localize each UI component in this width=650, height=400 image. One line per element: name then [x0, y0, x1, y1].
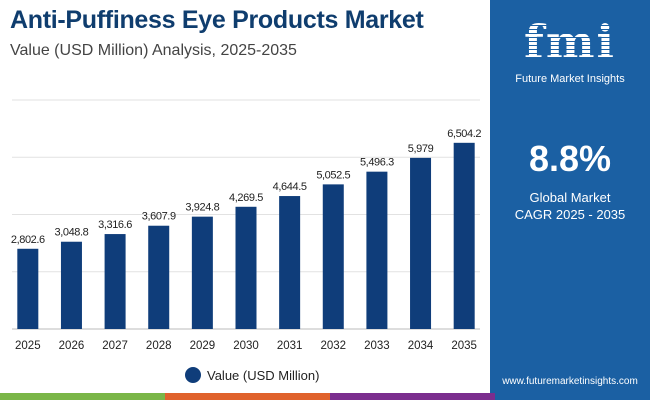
- x-tick-label: 2025: [15, 340, 41, 352]
- bar: [104, 234, 126, 329]
- data-label: 6,504.2: [447, 128, 481, 140]
- strip-blue: [495, 393, 650, 400]
- side-panel: fmi Future Market Insights 8.8% Global M…: [490, 0, 650, 393]
- cagr-value: 8.8%: [528, 138, 612, 179]
- x-tick-label: 2030: [233, 340, 259, 352]
- page-title: Anti-Puffiness Eye Products Market: [10, 6, 424, 34]
- data-label: 2,802.6: [11, 234, 45, 246]
- legend: Value (USD Million): [185, 367, 319, 383]
- cagr-label-line1: Global Market: [529, 190, 611, 205]
- website-link[interactable]: www.futuremarketinsights.com: [502, 376, 638, 387]
- data-label: 4,644.5: [273, 181, 307, 193]
- bar: [279, 196, 301, 329]
- bar-chart: 2,802.6 2025 3,048.8 2026 3,316.6 2027 3,607.9…: [11, 99, 482, 352]
- data-label: 5,979: [408, 143, 434, 155]
- x-tick-label: 2034: [408, 340, 434, 352]
- data-label: 5,496.3: [360, 157, 394, 169]
- data-label: 5,052.5: [316, 169, 350, 181]
- fmi-logo: fmi Future Market Insights: [490, 6, 650, 86]
- bar: [191, 216, 213, 329]
- x-tick-label: 2026: [59, 340, 85, 352]
- logo-mark: fmi: [490, 14, 650, 70]
- cagr-label-line2: CAGR 2025 - 2035: [514, 207, 626, 222]
- x-tick-label: 2032: [320, 340, 346, 352]
- bar: [148, 225, 170, 329]
- page-subtitle: Value (USD Million) Analysis, 2025-2035: [10, 42, 297, 59]
- strip-green: [0, 393, 165, 400]
- bar: [453, 142, 475, 329]
- data-label: 4,269.5: [229, 192, 263, 204]
- data-label: 3,924.8: [185, 202, 219, 214]
- x-tick-label: 2031: [277, 340, 303, 352]
- bar: [410, 157, 432, 329]
- strip-purple: [330, 393, 495, 400]
- x-tick-label: 2033: [364, 340, 390, 352]
- bar: [17, 248, 39, 329]
- strip-orange: [165, 393, 330, 400]
- data-label: 3,316.6: [98, 219, 132, 231]
- cagr-label: Global Market CAGR 2025 - 2035: [490, 189, 650, 223]
- legend-swatch: [185, 367, 201, 383]
- data-label: 3,048.8: [55, 227, 89, 239]
- x-tick-label: 2027: [102, 340, 128, 352]
- bar: [235, 206, 257, 329]
- bar: [366, 171, 388, 329]
- bar: [322, 184, 344, 329]
- x-tick-label: 2035: [451, 340, 477, 352]
- logo-text: Future Market Insights: [515, 73, 625, 85]
- legend-label: Value (USD Million): [207, 367, 320, 383]
- bar: [60, 241, 82, 329]
- x-tick-label: 2029: [190, 340, 216, 352]
- x-tick-label: 2028: [146, 340, 172, 352]
- data-label: 3,607.9: [142, 211, 176, 223]
